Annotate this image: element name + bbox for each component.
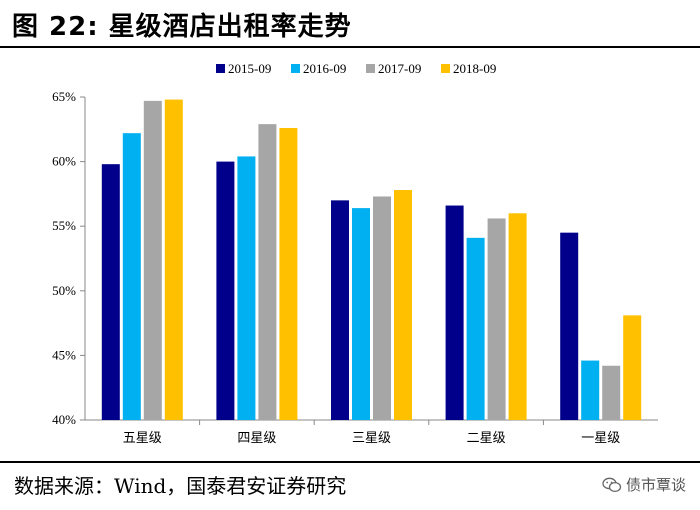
bar-2015-09-三星级 <box>331 200 349 420</box>
page-title: 图 22: 星级酒店出租率走势 <box>12 12 352 42</box>
bar-2018-09-二星级 <box>508 213 527 420</box>
footer-divider <box>0 461 700 463</box>
bar-2017-09-五星级 <box>143 100 162 420</box>
y-tick-label: 50% <box>52 283 76 298</box>
legend-swatch-2017-09 <box>366 64 375 73</box>
bar-2016-09-四星级 <box>237 156 256 420</box>
x-tick-label: 三星级 <box>352 431 391 446</box>
wechat-icon <box>602 477 622 492</box>
bar-2018-09-三星级 <box>394 190 412 420</box>
bar-2016-09-一星级 <box>581 360 600 420</box>
legend-swatch-2016-09 <box>291 64 300 73</box>
x-tick-label: 一星级 <box>581 431 620 446</box>
legend-swatch-2015-09 <box>216 64 225 73</box>
bar-2016-09-二星级 <box>466 237 485 420</box>
bar-2015-09-一星级 <box>560 232 579 420</box>
legend-label-2018-09: 2018-09 <box>453 61 496 76</box>
legend-label-2016-09: 2016-09 <box>303 61 346 76</box>
bar-chart: 40% 45% 50% 55% 60% 65% 五星级 四星级 三星级 二星级 一星级 2015-09… <box>52 61 658 446</box>
bar-2015-09-二星级 <box>445 205 464 420</box>
x-tick-label: 二星级 <box>467 431 506 446</box>
x-tick-label: 五星级 <box>123 431 162 446</box>
legend-swatch-2018-09 <box>441 64 450 73</box>
bar-2015-09-四星级 <box>216 161 235 420</box>
y-tick-label: 55% <box>52 218 76 233</box>
bar-2016-09-三星级 <box>352 208 370 420</box>
y-tick-label: 40% <box>52 412 76 427</box>
bar-2015-09-五星级 <box>101 164 120 420</box>
legend-label-2017-09: 2017-09 <box>378 61 421 76</box>
watermark: 债市覃谈 <box>602 474 686 495</box>
y-tick-label: 60% <box>52 154 76 169</box>
watermark-text: 债市覃谈 <box>625 476 686 494</box>
y-tick-label: 65% <box>52 89 76 104</box>
bar-2017-09-三星级 <box>373 196 391 420</box>
bar-2017-09-二星级 <box>487 218 506 420</box>
bar-2018-09-五星级 <box>164 99 183 421</box>
y-tick-label: 45% <box>52 347 76 362</box>
title-divider <box>0 46 700 48</box>
x-tick-label: 四星级 <box>237 431 276 446</box>
source-note: 数据来源：Wind，国泰君安证券研究 <box>14 474 347 498</box>
bar-2018-09-四星级 <box>279 128 298 420</box>
bar-2018-09-一星级 <box>623 315 642 420</box>
bar-2017-09-四星级 <box>258 124 277 420</box>
bar-2017-09-一星级 <box>602 365 621 420</box>
bar-2016-09-五星级 <box>122 133 141 420</box>
legend-label-2015-09: 2015-09 <box>228 61 271 76</box>
